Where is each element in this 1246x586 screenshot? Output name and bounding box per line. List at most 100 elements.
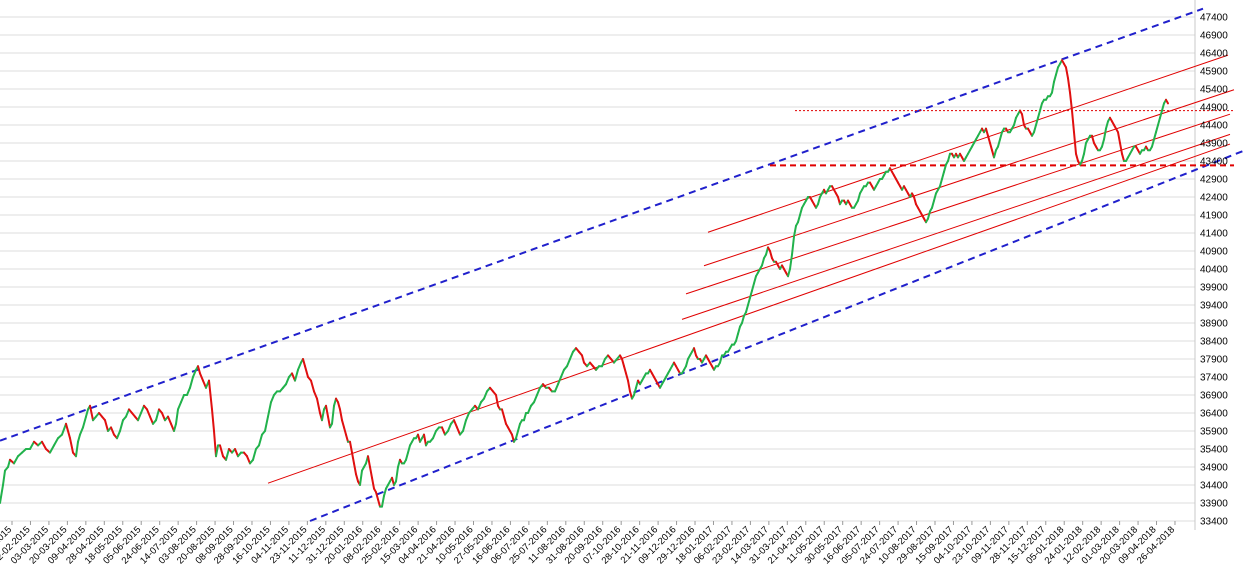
price-segment (799, 206, 803, 216)
price-segment (693, 347, 697, 357)
price-segment (325, 404, 329, 418)
price-segment (503, 415, 507, 425)
price-segment (285, 376, 290, 386)
price-segment (79, 426, 84, 436)
y-tick-label: 43900 (1200, 139, 1228, 150)
price-segment (947, 152, 951, 162)
price-segment (517, 422, 521, 432)
y-tick-label: 38900 (1200, 319, 1228, 330)
price-segment (137, 412, 142, 422)
y-tick-label: 44900 (1200, 103, 1228, 114)
price-segment (252, 448, 257, 461)
price-segment (313, 390, 318, 400)
price-segment (769, 250, 773, 260)
y-tick-label: 40900 (1200, 247, 1228, 258)
price-segment (735, 332, 739, 342)
price-segment (1051, 80, 1055, 94)
price-segment (353, 462, 357, 476)
price-segment (1055, 66, 1059, 76)
price-segment (943, 163, 947, 173)
y-tick-label: 37400 (1200, 373, 1228, 384)
price-segment (7, 458, 11, 468)
y-tick-label: 45900 (1200, 67, 1228, 78)
price-segment (791, 235, 795, 256)
trend-5-line (267, 143, 1231, 484)
price-segment (432, 430, 437, 440)
trend-3-line (685, 113, 1231, 295)
price-segment (495, 394, 499, 407)
price-segment (146, 408, 151, 418)
price-segment (213, 430, 217, 458)
price-segment (1035, 116, 1039, 126)
price-segment (211, 408, 215, 432)
price-segment (341, 419, 345, 429)
price-segment (29, 440, 35, 450)
price-segment (523, 412, 527, 422)
price-segment (1071, 109, 1075, 134)
y-tick-label: 45400 (1200, 85, 1228, 96)
price-segment (381, 494, 385, 508)
y-tick-label: 34900 (1200, 463, 1228, 474)
price-segment (375, 491, 379, 501)
price-segment (316, 397, 321, 414)
price-segment (857, 192, 861, 202)
price-segment (1105, 120, 1109, 130)
price-segment (913, 196, 917, 206)
y-tick-label: 42400 (1200, 193, 1228, 204)
price-segment (933, 192, 937, 202)
y-tick-label: 35400 (1200, 445, 1228, 456)
price-segment (1037, 109, 1041, 119)
price-segment (49, 444, 55, 454)
price-segment (737, 325, 741, 335)
price-segment (931, 199, 935, 209)
price-segment (161, 412, 166, 422)
price-segment (270, 394, 275, 404)
price-segment (0, 484, 4, 504)
price-segment (1075, 152, 1079, 162)
price-segment (747, 296, 751, 306)
price-segment (297, 361, 302, 371)
price-segment (225, 448, 230, 461)
price-segment (989, 142, 993, 152)
price-segment (745, 304, 749, 314)
price-segment (180, 394, 185, 404)
price-segment (453, 419, 458, 429)
price-segment (110, 426, 115, 436)
price-segment (1081, 152, 1085, 162)
price-segment (1159, 109, 1163, 119)
y-tick-label: 40400 (1200, 265, 1228, 276)
price-segment (41, 440, 47, 450)
price-segment (343, 426, 347, 436)
price-segment (395, 466, 399, 483)
price-segment (1021, 113, 1025, 126)
price-segment (173, 422, 177, 432)
price-segment (477, 401, 482, 411)
price-segment (116, 430, 121, 440)
price-segment (1151, 138, 1155, 148)
price-segment (685, 358, 689, 368)
trend-1-line (707, 54, 1229, 233)
price-segment (339, 408, 343, 422)
price-segment (192, 368, 197, 378)
price-segment (321, 408, 325, 422)
price-segment (65, 422, 71, 440)
price-segment (2, 469, 6, 486)
price-segment (383, 487, 387, 497)
price-segment (1155, 124, 1159, 134)
price-segment (310, 379, 315, 393)
y-tick-label: 41900 (1200, 211, 1228, 222)
price-segment (527, 404, 532, 414)
price-segment (371, 476, 375, 490)
y-tick-label: 42900 (1200, 175, 1228, 186)
price-segment (1039, 102, 1043, 112)
price-segment (75, 440, 79, 458)
price-segment (749, 289, 753, 299)
price-segment (89, 404, 94, 422)
price-segment (189, 376, 194, 389)
y-tick-label: 36400 (1200, 409, 1228, 420)
price-segment (1119, 142, 1123, 155)
price-segment (557, 376, 562, 386)
y-tick-label: 46400 (1200, 49, 1228, 60)
price-segment (119, 419, 124, 432)
